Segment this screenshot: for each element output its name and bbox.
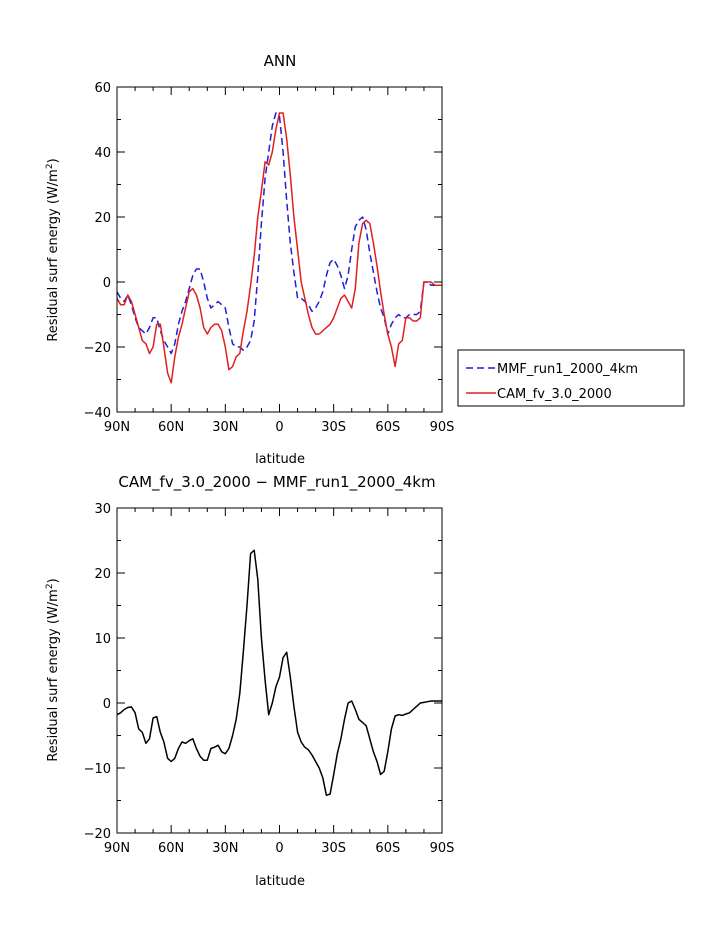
bottom-plot-frame [116, 507, 443, 834]
x-tick-label: 60S [375, 420, 400, 435]
y-tick-label: 20 [94, 567, 111, 582]
x-tick-label: 30N [212, 420, 238, 435]
y-tick-label: −20 [84, 827, 111, 842]
top-chart-panel: ANN −40 −20 0 20 40 60 90N 60N 30N 0 30S 60S 90S lat… [45, 52, 685, 467]
x-tick-label: 30S [321, 420, 346, 435]
x-tick-label: 30N [212, 841, 238, 856]
x-tick-label: 90S [430, 841, 455, 856]
x-tick-label: 0 [275, 841, 283, 856]
bottom-y-axis-label: Residual surf energy (W/m2) [45, 578, 61, 761]
y-tick-label: 30 [94, 502, 111, 517]
bottom-chart-title: CAM_fv_3.0_2000 − MMF_run1_2000_4km [118, 473, 435, 492]
top-y-axis-label: Residual surf energy (W/m2) [45, 158, 61, 341]
y-tick-label: 0 [103, 276, 111, 291]
y-tick-label: −10 [84, 762, 111, 777]
y-tick-label: 0 [103, 697, 111, 712]
legend-label-cam: CAM_fv_3.0_2000 [497, 387, 612, 402]
legend-box [457, 349, 685, 407]
x-tick-label: 60N [158, 420, 184, 435]
bottom-chart-panel: CAM_fv_3.0_2000 − MMF_run1_2000_4km −20 −… [45, 473, 454, 889]
series-line-mmf-run1-2000-4km [116, 112, 442, 355]
y-tick-label: 60 [94, 81, 111, 96]
legend-label-mmf: MMF_run1_2000_4km [497, 362, 638, 377]
top-chart-title: ANN [264, 52, 297, 70]
series-line-cam-fv-3-0-2000-mmf-run1-2000-4km [116, 549, 442, 797]
y-tick-label: 40 [94, 146, 111, 161]
top-x-axis-label: latitude [255, 452, 305, 467]
y-tick-label: 10 [94, 632, 111, 647]
y-tick-label: 20 [94, 211, 111, 226]
y-tick-label: −40 [84, 406, 111, 421]
x-tick-label: 60S [375, 841, 400, 856]
top-plot-frame [116, 86, 443, 413]
top-chart-legend: MMF_run1_2000_4km CAM_fv_3.0_2000 [457, 349, 685, 407]
x-tick-label: 90N [104, 841, 130, 856]
series-line-cam-fv-3-0-2000 [116, 112, 442, 384]
x-tick-label: 0 [275, 420, 283, 435]
x-tick-label: 30S [321, 841, 346, 856]
x-tick-label: 90N [104, 420, 130, 435]
x-tick-label: 60N [158, 841, 184, 856]
bottom-x-axis-label: latitude [255, 874, 305, 889]
y-tick-label: −20 [84, 341, 111, 356]
x-tick-label: 90S [430, 420, 455, 435]
